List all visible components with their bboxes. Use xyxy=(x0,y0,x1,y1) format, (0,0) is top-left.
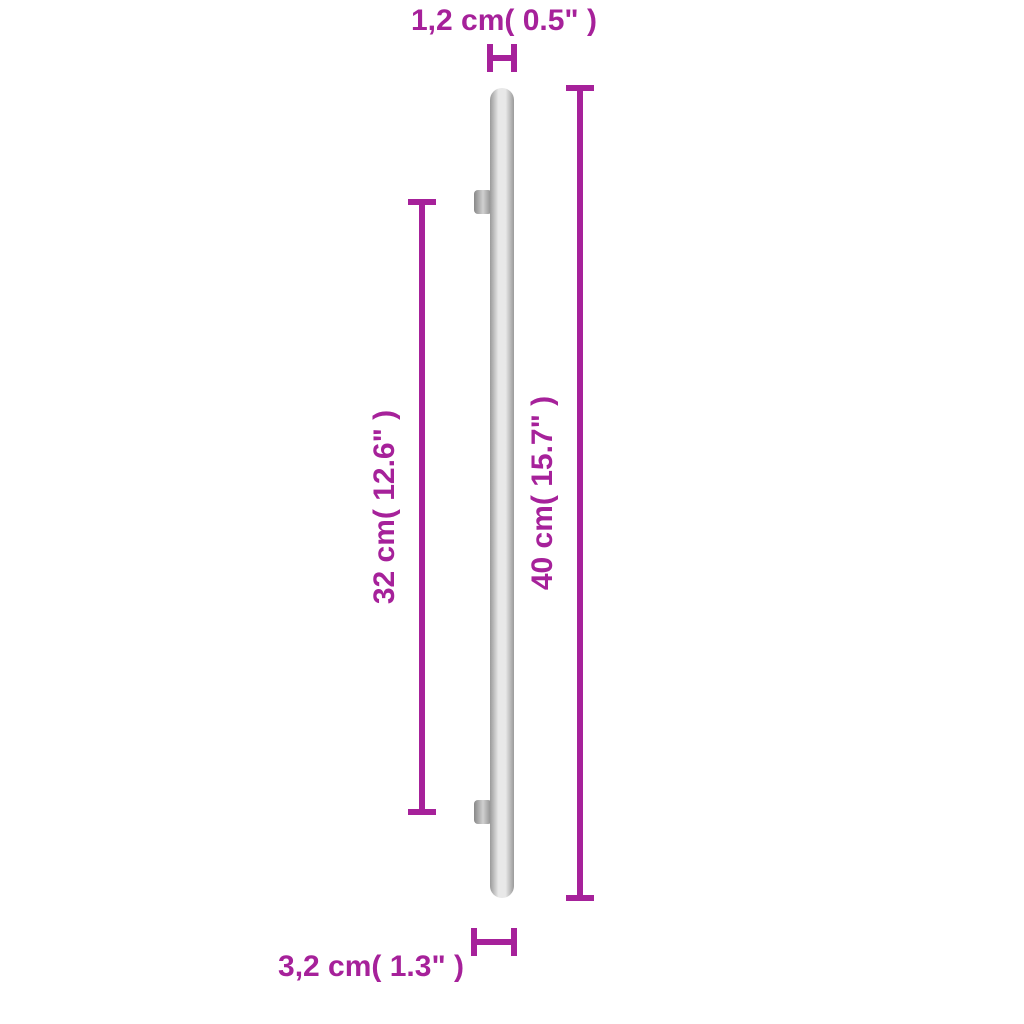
dimension-right-height: 40 cm( 15.7" ) xyxy=(526,88,594,898)
dimension-label: 40 cm( 15.7" ) xyxy=(526,396,559,590)
dimension-label: 1,2 cm( 0.5" ) xyxy=(411,4,597,37)
dimension-top-width: 1,2 cm( 0.5" ) xyxy=(411,4,597,72)
dimension-bottom-depth: 3,2 cm( 1.3" ) xyxy=(278,928,514,983)
handle-bar xyxy=(490,88,514,898)
dimension-left-height: 32 cm( 12.6" ) xyxy=(368,202,436,812)
dimension-label: 32 cm( 12.6" ) xyxy=(368,410,401,604)
mount-standoff xyxy=(474,800,492,824)
dimension-diagram: 1,2 cm( 0.5" ) 40 cm( 15.7" ) 32 cm( 12.… xyxy=(0,0,1024,1024)
mount-standoff xyxy=(474,190,492,214)
dimension-label: 3,2 cm( 1.3" ) xyxy=(278,950,464,983)
